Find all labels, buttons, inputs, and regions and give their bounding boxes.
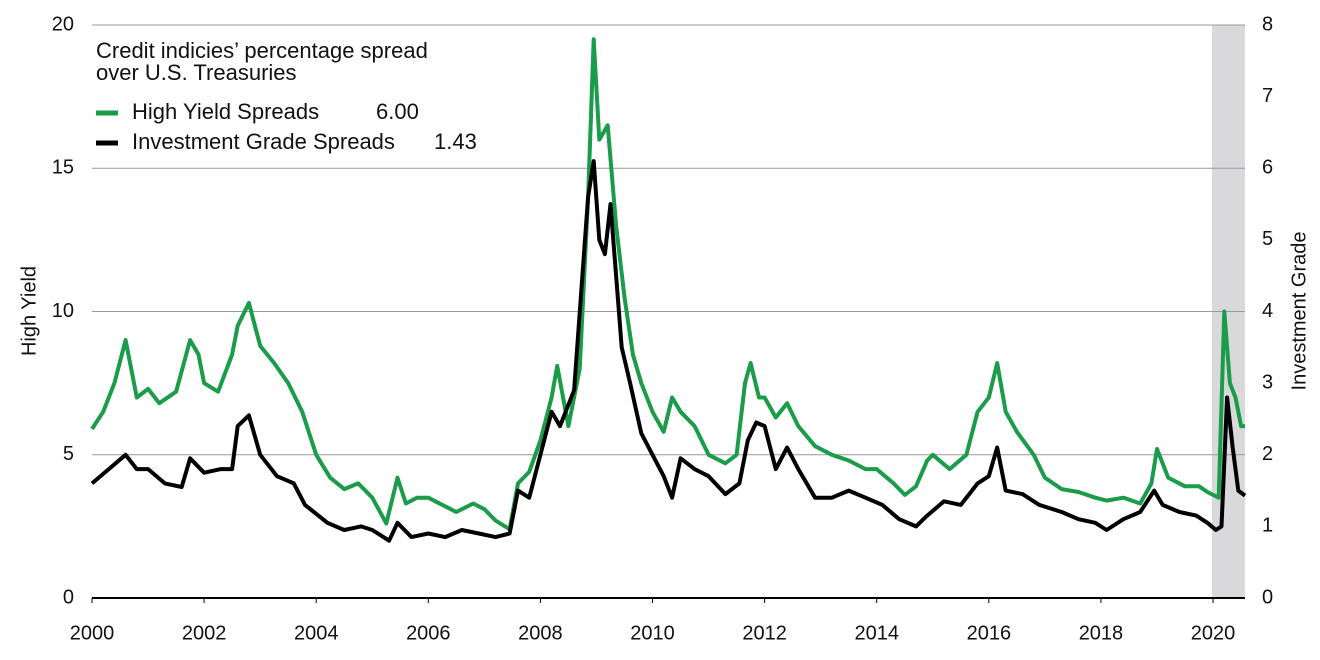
y2-tick-label: 4 [1262, 300, 1273, 322]
y2-tick-label: 5 [1262, 228, 1273, 250]
y-tick-label: 15 [52, 157, 74, 179]
x-tick-label: 2014 [854, 622, 899, 644]
y2-tick-label: 2 [1262, 443, 1273, 465]
line-series [90, 159, 1247, 543]
x-tick-label: 2020 [1191, 622, 1236, 644]
chart-title: over U.S. Treasuries [96, 60, 297, 85]
y2-tick-label: 7 [1262, 85, 1273, 107]
y2-tick-label: 0 [1262, 586, 1273, 608]
y-tick-label: 5 [63, 443, 74, 465]
y2-tick-label: 3 [1262, 371, 1273, 393]
x-tick-label: 2000 [70, 622, 115, 644]
y2-tick-label: 1 [1262, 515, 1273, 537]
x-tick-label: 2018 [1079, 622, 1124, 644]
x-tick-label: 2016 [967, 622, 1012, 644]
legend-label: Investment Grade Spreads [132, 129, 395, 154]
y2-axis-label: Investment Grade [1288, 232, 1310, 391]
x-tick-label: 2004 [294, 622, 339, 644]
x-tick-label: 2010 [630, 622, 675, 644]
x-tick-label: 2002 [182, 622, 227, 644]
x-tick-label: 2008 [518, 622, 563, 644]
x-tick-label: 2012 [742, 622, 787, 644]
y-tick-label: 10 [52, 300, 74, 322]
y-tick-label: 20 [52, 13, 74, 35]
x-tick-label: 2006 [406, 622, 451, 644]
legend-value: 6.00 [376, 99, 419, 124]
y2-tick-label: 8 [1262, 13, 1273, 35]
legend-value: 1.43 [434, 129, 477, 154]
y2-tick-label: 6 [1262, 157, 1273, 179]
y-tick-label: 0 [63, 586, 74, 608]
legend-label: High Yield Spreads [132, 99, 319, 124]
y-axis-label: High Yield [18, 266, 40, 356]
line-series [90, 37, 1245, 532]
chart-title: Credit indicies’ percentage spread [96, 38, 428, 63]
